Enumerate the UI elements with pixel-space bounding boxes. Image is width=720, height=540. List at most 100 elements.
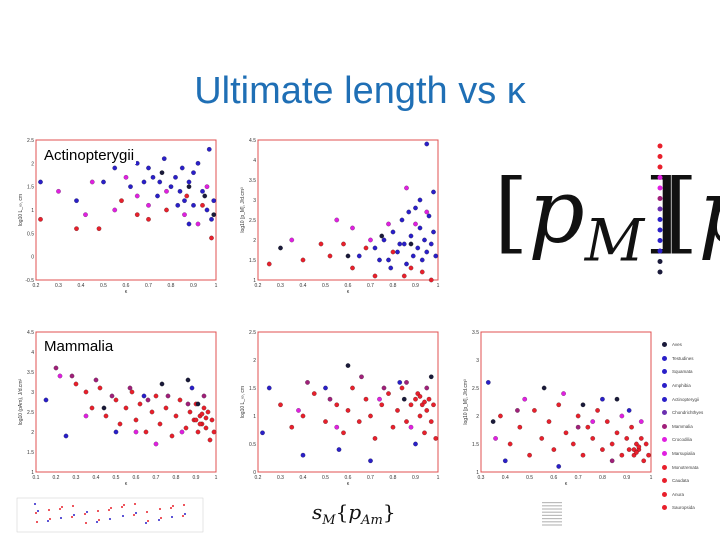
data-point: [128, 184, 133, 189]
data-point: [183, 425, 189, 431]
data-point: [590, 436, 596, 441]
y-tick-label: 1: [31, 208, 34, 214]
data-point: [164, 189, 169, 194]
data-point: [153, 441, 159, 447]
legend-item: Marsupialia: [662, 447, 720, 461]
thumbnail-point: [86, 511, 88, 513]
data-point: [386, 391, 391, 396]
data-point: [419, 257, 425, 263]
data-point: [177, 397, 183, 403]
x-axis-label: κ: [125, 289, 128, 295]
y-axis-label: log10 (pAm), J/d.cm²: [18, 378, 24, 425]
data-point: [359, 374, 364, 380]
data-point: [419, 269, 425, 275]
data-point: [318, 241, 324, 247]
x-tick-label: 0.5: [100, 283, 107, 289]
x-tick-label: 0.3: [73, 475, 80, 481]
x-tick-label: 0.3: [277, 475, 284, 481]
thumbnail-point: [85, 522, 87, 524]
data-point: [205, 409, 211, 415]
data-point: [146, 165, 151, 171]
data-point: [413, 396, 418, 402]
data-point: [390, 249, 396, 255]
data-point: [368, 413, 373, 419]
data-point: [401, 396, 407, 402]
x-tick-label: 0.4: [502, 475, 509, 481]
y-tick-label: 1: [31, 470, 34, 476]
y-tick-label: 3: [31, 390, 34, 396]
data-point: [189, 385, 195, 391]
y-tick-label: 1.5: [27, 450, 34, 456]
data-point: [266, 385, 272, 391]
data-point: [570, 441, 576, 447]
data-point: [417, 394, 423, 399]
data-point: [431, 189, 436, 195]
thumbnail-point: [159, 508, 161, 510]
chart-actino-length: 0.2 0.3 0.4 0.5 0.6 0.7 0.8 0.9 1 2.5 2 1.5 1 0.5 0 -0.…: [18, 138, 218, 295]
data-point: [191, 203, 196, 208]
data-point: [211, 429, 217, 435]
data-point: [179, 429, 185, 435]
x-tick-label: 0.5: [322, 475, 329, 481]
x-tick-label: 0.2: [255, 283, 262, 289]
thumbnail-point: [147, 520, 149, 522]
x-axis-label: κ: [347, 481, 350, 487]
legend-item: Sauropsida: [662, 501, 720, 515]
data-point: [372, 245, 378, 251]
data-point: [413, 441, 418, 447]
data-point: [195, 221, 201, 227]
x-tick-label: 0.8: [390, 283, 397, 289]
formula-partial-p: p: [698, 160, 720, 263]
thumbnail-point: [72, 505, 74, 507]
x-tick-label: 1: [650, 475, 653, 481]
x-tick-label: 0.3: [478, 475, 485, 481]
data-point: [300, 257, 306, 263]
x-axis-label: κ: [125, 481, 128, 487]
legend-label: Mammalia: [672, 423, 693, 429]
legend: Aves Testudines Squamata Amphibia Actinopter…: [662, 338, 720, 515]
data-point: [197, 421, 203, 427]
legend-dot: [662, 464, 667, 470]
data-point: [175, 203, 181, 208]
thumbnail-point: [108, 509, 110, 511]
data-point: [406, 209, 412, 215]
legend-dot: [662, 410, 667, 416]
data-point: [83, 389, 89, 395]
data-point: [289, 424, 295, 430]
data-point: [431, 229, 436, 235]
data-point: [117, 421, 123, 427]
data-point: [341, 241, 346, 247]
data-point: [164, 207, 169, 213]
data-point: [57, 373, 63, 379]
data-point: [377, 396, 382, 402]
formula-sub-m: M: [584, 206, 645, 275]
data-point: [638, 436, 644, 441]
formula-pm: [pM]: [494, 168, 678, 270]
formula-bracket-open: [: [494, 160, 529, 263]
thumbnail-point: [110, 507, 112, 509]
x-tick-label: 0.3: [55, 283, 62, 289]
data-point: [56, 189, 61, 194]
data-point: [334, 217, 340, 223]
data-point: [193, 417, 199, 423]
y-axis-label: log10 [p_M], J/d.cm³: [463, 379, 469, 425]
data-point: [345, 408, 351, 413]
data-point: [600, 447, 605, 452]
data-point: [173, 413, 179, 419]
formula-bottom-sub2: Am: [361, 513, 383, 528]
data-point: [502, 458, 508, 464]
data-point: [417, 197, 423, 203]
data-point: [169, 433, 175, 439]
x-tick-label: 0.9: [412, 475, 419, 481]
thumbnail-point: [145, 522, 147, 524]
data-point: [199, 411, 205, 417]
data-point: [408, 233, 414, 239]
data-point: [404, 419, 409, 424]
data-point: [103, 413, 109, 419]
legend-item: Mammalia: [662, 420, 720, 434]
data-point: [350, 225, 355, 231]
data-point: [204, 184, 210, 189]
data-point: [195, 429, 201, 435]
data-point: [372, 436, 378, 441]
data-point: [334, 402, 340, 408]
